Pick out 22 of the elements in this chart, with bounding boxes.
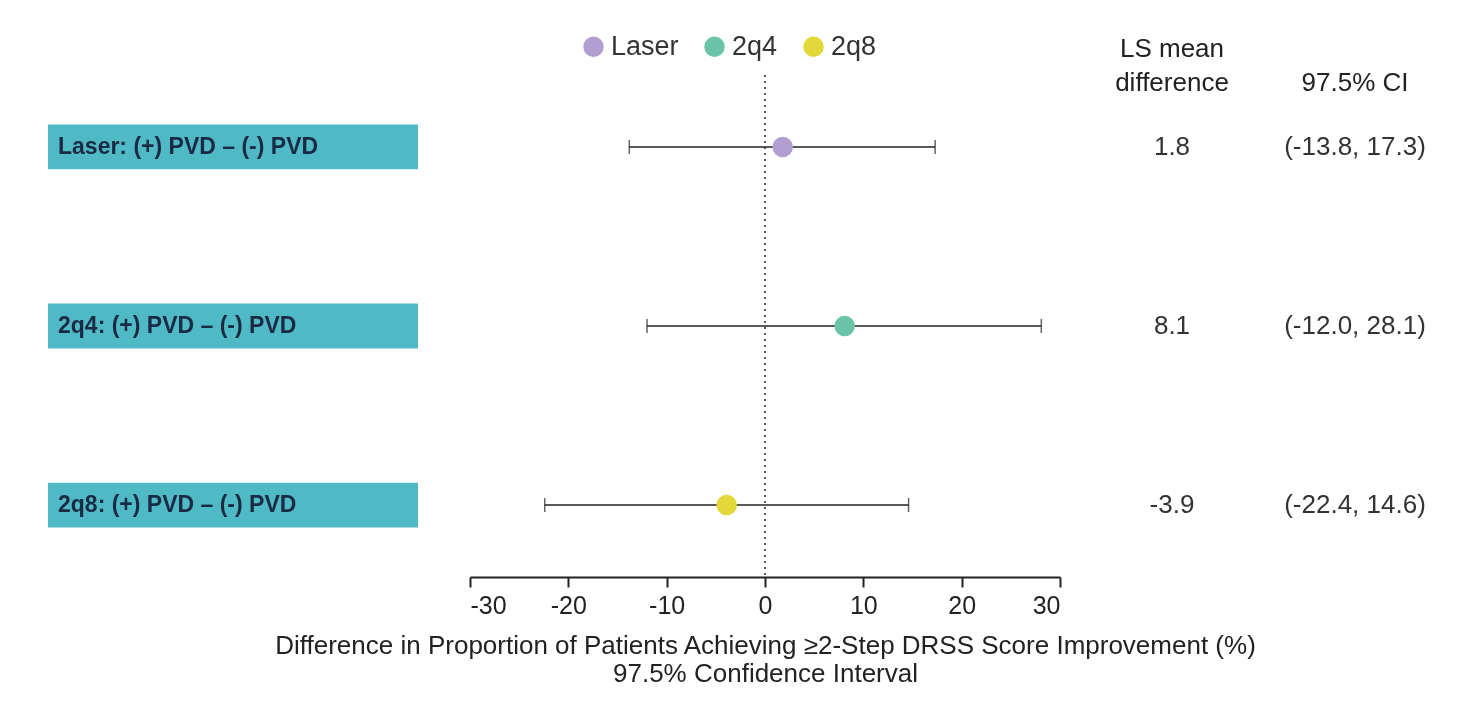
x-tick-label: 10 [849, 590, 878, 619]
text: -3.9 [1149, 489, 1195, 520]
legend-label: 2q4 [732, 30, 778, 61]
y-tick-label: Laser: (+) PVD – (-) PVD [58, 132, 319, 159]
y-tick-label: 2q4: (+) PVD – (-) PVD [58, 312, 297, 338]
text: 8.1 [1153, 310, 1191, 340]
text: LS mean difference [1115, 33, 1229, 97]
y-tick-label: 2q8: (+) PVD – (-) PVD [58, 491, 297, 518]
x-tick-label: -20 [550, 590, 587, 619]
text: (-22.4, 14.6) [1284, 489, 1426, 520]
text: (-13.8, 17.3) [1284, 130, 1426, 161]
x-axis-title: Difference in Proportion of Patients Achieving ≥2-Step DRSS Score Improvement (%) 97.5% Confidence Interval [275, 629, 1256, 688]
text: 97.5% CI [1301, 67, 1409, 97]
x-tick-label: 0 [758, 590, 773, 619]
legend-label: Laser [611, 30, 679, 61]
text: 1.8 [1153, 130, 1191, 161]
x-tick-label: -30 [470, 590, 507, 619]
x-tick-label: 20 [948, 590, 977, 619]
x-tick-label: -10 [649, 590, 686, 619]
x-tick-label: 30 [1032, 590, 1061, 619]
text: (-12.0, 28.1) [1284, 310, 1426, 340]
legend-label: 2q8 [831, 30, 877, 61]
